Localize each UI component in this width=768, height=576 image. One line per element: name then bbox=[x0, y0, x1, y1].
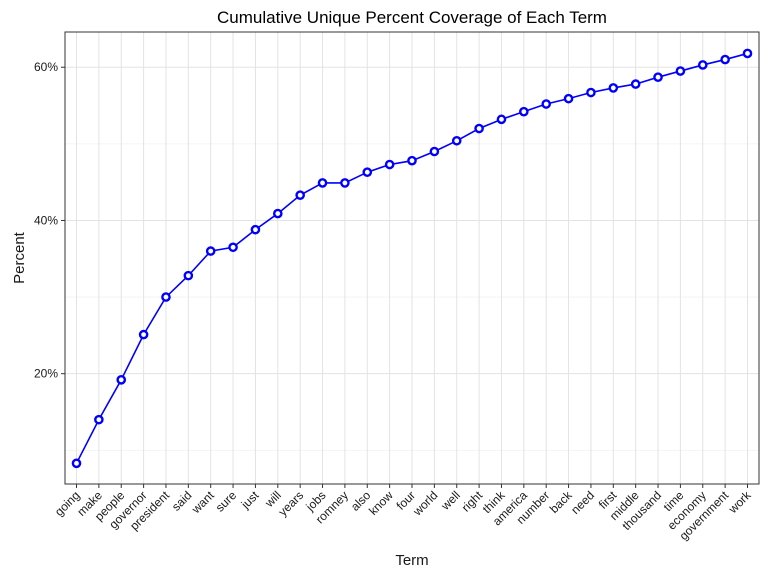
data-point bbox=[272, 208, 283, 219]
data-point bbox=[362, 167, 373, 177]
data-point bbox=[742, 48, 753, 59]
data-point bbox=[519, 106, 529, 117]
data-point bbox=[697, 60, 708, 70]
data-point bbox=[586, 87, 596, 98]
data-point bbox=[429, 146, 440, 157]
data-point bbox=[675, 66, 686, 76]
data-point bbox=[228, 242, 238, 253]
data-point bbox=[608, 83, 619, 93]
data-point bbox=[496, 114, 507, 125]
data-point bbox=[630, 79, 641, 89]
y-axis: 20% 40% 60% bbox=[34, 60, 65, 381]
chart-title: Cumulative Unique Percent Coverage of Ea… bbox=[217, 8, 607, 27]
data-point bbox=[250, 224, 261, 235]
data-point bbox=[161, 292, 171, 302]
data-point bbox=[138, 329, 149, 340]
data-point bbox=[183, 270, 194, 281]
y-tick-label: 60% bbox=[34, 60, 58, 74]
data-point bbox=[563, 93, 574, 104]
data-point bbox=[71, 458, 82, 469]
data-point bbox=[653, 72, 663, 82]
data-point bbox=[407, 155, 417, 166]
grid bbox=[65, 32, 759, 484]
data-point bbox=[541, 99, 552, 109]
data-point bbox=[116, 375, 127, 385]
data-point bbox=[474, 123, 484, 134]
data-point bbox=[94, 414, 104, 425]
y-axis-title: Percent bbox=[11, 231, 28, 284]
data-point bbox=[451, 135, 462, 146]
data-point bbox=[340, 178, 350, 188]
data-point bbox=[295, 190, 305, 200]
series-layer bbox=[71, 48, 753, 469]
data-point bbox=[205, 246, 216, 256]
data-point bbox=[317, 178, 328, 188]
y-tick-label: 20% bbox=[34, 367, 58, 381]
data-point bbox=[720, 54, 730, 65]
data-point bbox=[384, 159, 395, 170]
x-axis-title: Term bbox=[395, 552, 428, 569]
y-tick-label: 40% bbox=[34, 213, 58, 227]
